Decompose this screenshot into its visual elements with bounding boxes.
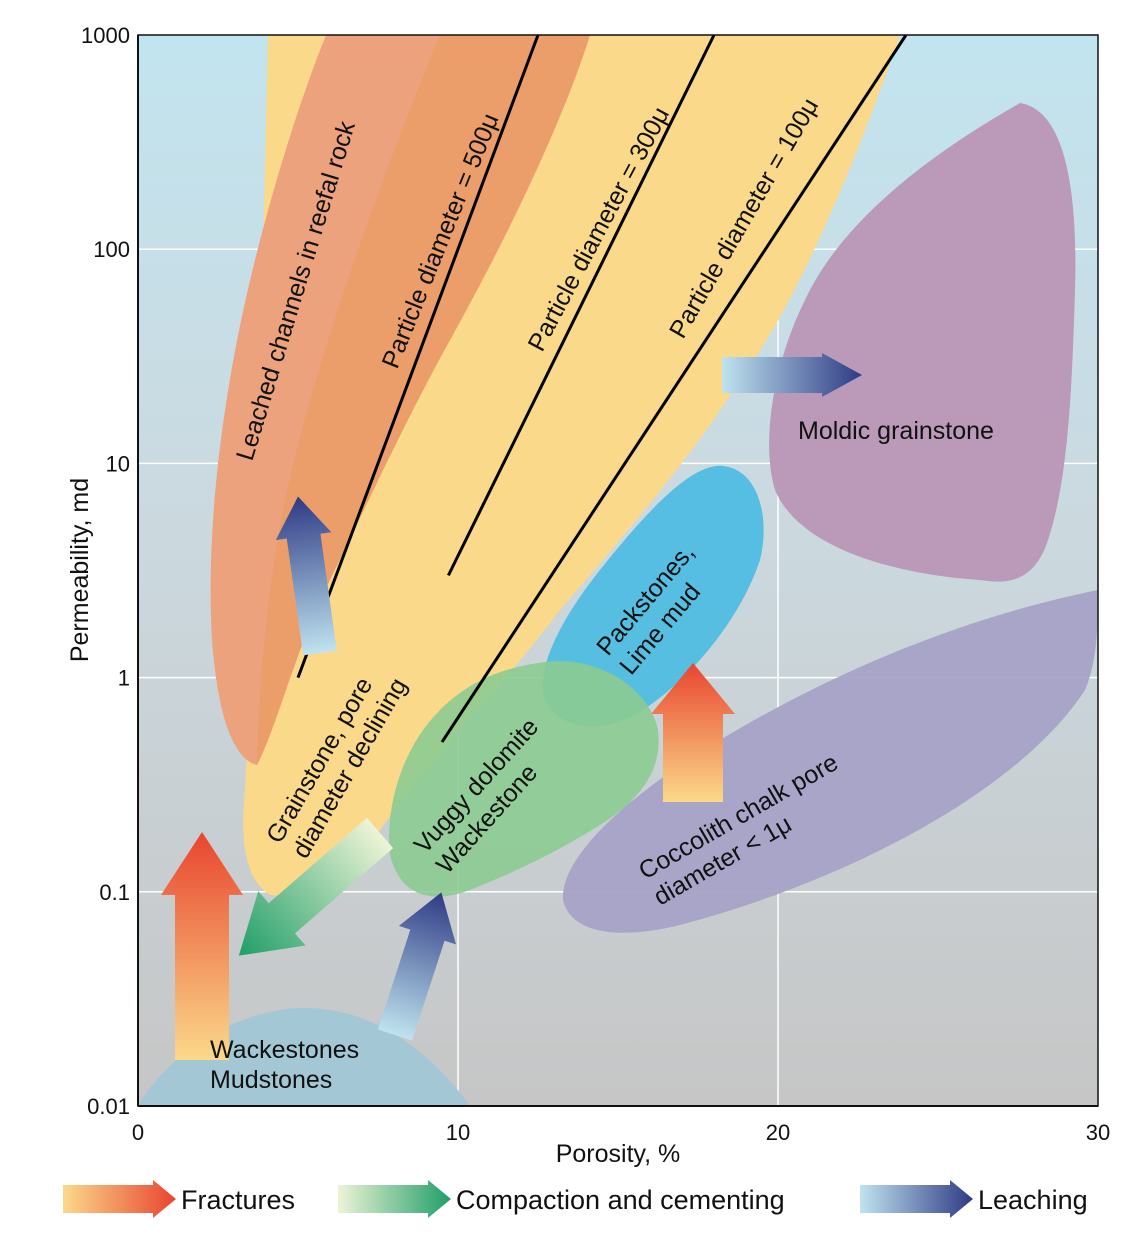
- fracture-arrow-right: [651, 663, 735, 802]
- x-tick-label: 30: [1086, 1120, 1110, 1145]
- compaction-arrow: [238, 817, 394, 956]
- legend-label: Compaction and cementing: [456, 1185, 785, 1215]
- x-tick-label: 20: [766, 1120, 790, 1145]
- legend: Fractures Compaction and cementing Leachin…: [63, 1180, 1088, 1218]
- y-tick-label: 100: [93, 237, 130, 262]
- svg-text:Mudstones: Mudstones: [210, 1066, 332, 1094]
- region-packstones: [542, 465, 764, 727]
- legend-arrow-swatch: [338, 1180, 451, 1218]
- leaching-arrow-right: [722, 353, 862, 397]
- region-leached-channels-inner: [257, 35, 590, 765]
- particle-line-0: [296, 34, 540, 679]
- legend-item: Compaction and cementing: [338, 1180, 785, 1218]
- particle-line-2: [440, 34, 908, 743]
- tick-labels: 0.01 0.1 1 10 100 1000 0 10 20 30: [81, 23, 1110, 1145]
- leaching-arrow-bottom: [377, 892, 456, 1041]
- x-tick-label: 10: [446, 1120, 470, 1145]
- legend-item: Leaching: [860, 1180, 1088, 1218]
- y-axis-title: Permeability, md: [66, 478, 94, 662]
- legend-label: Fractures: [181, 1185, 295, 1215]
- y-tick-label: 1000: [81, 23, 130, 48]
- x-tick-label: 0: [132, 1120, 144, 1145]
- particle-line-1: [447, 34, 716, 577]
- region-coccolith-chalk: [562, 590, 1098, 933]
- svg-text:Wackestones: Wackestones: [210, 1036, 359, 1064]
- y-tick-label: 1: [118, 666, 130, 691]
- y-tick-label: 0.01: [87, 1094, 130, 1119]
- fracture-arrow-left: [161, 832, 243, 1060]
- legend-label: Leaching: [978, 1185, 1088, 1215]
- y-tick-label: 10: [106, 451, 130, 476]
- legend-arrow-swatch: [63, 1180, 176, 1218]
- label-wackestones-mudstones: Wackestones Mudstones: [210, 1036, 359, 1094]
- process-arrows: [161, 353, 862, 1060]
- legend-item: Fractures: [63, 1180, 295, 1218]
- region-moldic-grainstone: [769, 103, 1076, 582]
- y-tick-label: 0.1: [99, 880, 130, 905]
- particle-diameter-lines: [296, 34, 908, 743]
- leaching-arrow-upper-left: [275, 496, 337, 656]
- legend-arrow-swatch: [860, 1180, 973, 1218]
- label-moldic-grainstone: Moldic grainstone: [798, 417, 994, 445]
- x-axis-title: Porosity, %: [556, 1140, 681, 1168]
